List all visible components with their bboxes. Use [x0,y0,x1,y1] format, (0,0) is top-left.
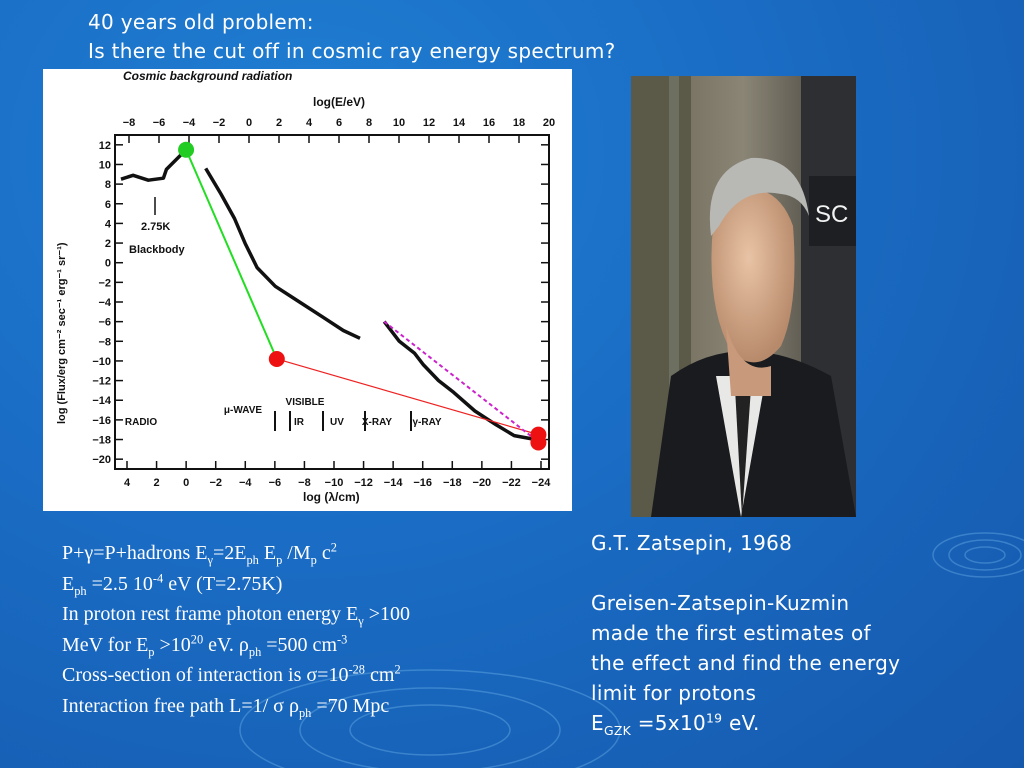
y-tick-label: −20 [92,454,111,466]
x-tick-label: 4 [124,477,131,489]
physics-line-4: MeV for Ep >1020 eV. ρph =500 cm-3 [62,631,348,659]
chart-title: Cosmic background radiation [123,69,292,83]
band-label: μ-WAVE [224,405,262,416]
x-tick-label: −14 [384,477,404,489]
x-tick-label: −20 [473,477,492,489]
x-tick-label: −10 [325,477,344,489]
y-tick-label: −18 [92,435,111,447]
zatsepin-photo: SC [631,76,856,517]
top-tick-label: 14 [453,117,466,129]
y-tick-label: 10 [99,159,111,171]
physics-notes: P+γ=P+hadrons Eγ=2Eph Ep /Mp c2 Eph =2.5… [62,538,542,721]
y-tick-label: −6 [98,317,111,329]
magenta-fit-line [383,320,537,441]
title-line-2: Is there the cut off in cosmic ray energ… [88,39,616,63]
y-tick-label: −10 [92,356,111,368]
band-label: X-RAY [362,417,393,428]
band-label: γ-RAY [412,417,441,428]
x-tick-label: 0 [183,477,189,489]
band-label: UV [330,417,344,428]
highlight-point-marker [530,434,547,451]
x-tick-label: −2 [209,477,222,489]
red-connector-line [276,358,539,436]
top-tick-label: −8 [123,117,136,129]
physics-line-5: Cross-section of interaction is σ=10-28 … [62,662,401,686]
x-axis-label: log (λ/cm) [303,490,360,504]
blackbody-label-name: Blackbody [129,244,186,256]
x-tick-label: 2 [154,477,160,489]
x-tick-label: −22 [502,477,521,489]
y-tick-label: −8 [98,336,111,348]
caption-author: G.T. Zatsepin, 1968 [591,531,793,555]
top-tick-label: −6 [153,117,166,129]
top-tick-label: 12 [423,117,435,129]
y-tick-label: 4 [105,218,112,230]
caption-line-2: made the first estimates of [591,621,871,645]
top-tick-label: 8 [366,117,372,129]
slide-title: 40 years old problem: Is there the cut o… [88,8,616,66]
x-tick-label: −24 [532,477,552,489]
y-tick-label: −12 [92,376,111,388]
top-tick-label: −4 [183,117,196,129]
green-connector-line [185,149,278,360]
top-tick-label: 10 [393,117,405,129]
highlight-point-marker [178,141,195,158]
caption-line-1: Greisen-Zatsepin-Kuzmin [591,591,850,615]
spectrum-curve [120,148,188,182]
band-label: IR [294,417,305,428]
x-tick-label: −16 [413,477,432,489]
top-axis-label: log(E/eV) [313,95,365,109]
y-tick-label: 6 [105,199,111,211]
physics-line-1: P+γ=P+hadrons Eγ=2Eph Ep /Mp c2 [62,540,337,567]
top-tick-label: −2 [213,117,226,129]
top-tick-label: 6 [336,117,342,129]
top-tick-label: 0 [246,117,252,129]
x-tick-label: −12 [354,477,373,489]
caption-egzk-formula: EGZK =5x1019 eV. [591,710,760,738]
blackbody-label-temp: 2.75K [141,221,170,233]
photo-caption: G.T. Zatsepin, 1968 Greisen-Zatsepin-Kuz… [591,528,1011,738]
top-tick-label: 4 [306,117,313,129]
highlight-point-marker [268,350,285,367]
x-tick-label: −8 [298,477,311,489]
spectrum-curve [382,320,536,442]
top-tick-label: 18 [513,117,525,129]
x-tick-label: −6 [269,477,282,489]
y-tick-label: 2 [105,238,111,250]
y-tick-label: 12 [99,140,111,152]
band-label: RADIO [125,417,157,428]
photo-sign-text: SC [815,201,848,228]
y-tick-label: −2 [98,277,111,289]
x-tick-label: −18 [443,477,462,489]
y-axis-label: log (Flux/erg cm⁻² sec⁻¹ erg⁻¹ sr⁻¹) [56,242,68,424]
y-tick-label: −16 [92,415,111,427]
top-tick-label: 16 [483,117,495,129]
top-tick-label: 2 [276,117,282,129]
physics-line-6: Interaction free path L=1/ σ ρph =70 Mpc [62,694,390,720]
x-tick-label: −4 [239,477,252,489]
y-tick-label: 0 [105,258,111,270]
title-line-1: 40 years old problem: [88,10,314,34]
caption-line-4: limit for protons [591,681,757,705]
caption-line-3: the effect and find the energy [591,651,901,675]
cosmic-spectrum-chart: Cosmic background radiation log(E/eV) lo… [43,69,572,511]
chart-svg: Cosmic background radiation log(E/eV) lo… [56,69,555,504]
spectrum-curve [204,167,361,340]
physics-line-3: In proton rest frame photon energy Eγ >1… [62,603,410,628]
y-tick-label: −14 [92,395,112,407]
top-tick-label: 20 [543,117,555,129]
y-tick-label: 8 [105,179,111,191]
y-tick-label: −4 [98,297,111,309]
band-label: VISIBLE [286,397,325,408]
physics-line-2: Eph =2.5 10-4 eV (T=2.75K) [62,570,283,598]
